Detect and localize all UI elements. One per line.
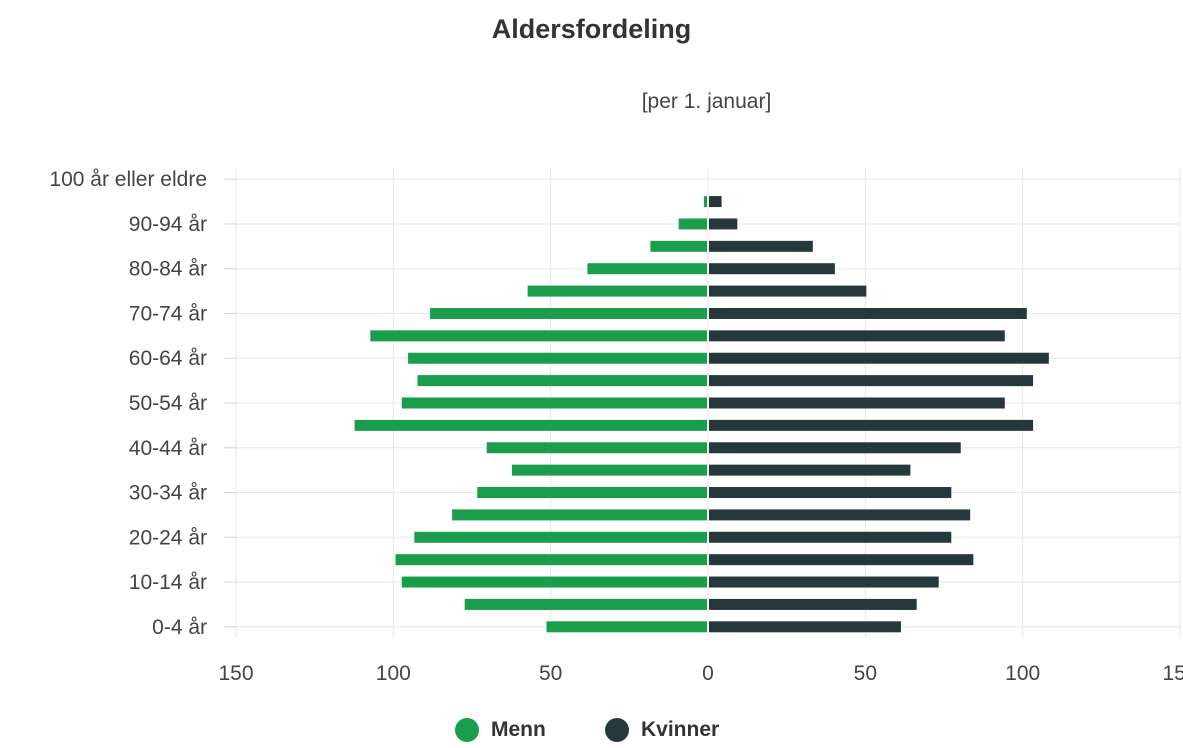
bar-kvinner xyxy=(709,598,917,610)
bar-kvinner xyxy=(709,621,901,633)
bar-menn xyxy=(546,621,707,633)
legend-label-menn: Menn xyxy=(491,718,546,741)
bar-kvinner xyxy=(709,509,971,521)
y-category-label: 60-64 år xyxy=(129,347,207,370)
bar-kvinner xyxy=(709,464,911,476)
bar-menn xyxy=(370,330,707,342)
legend-swatch-kvinner xyxy=(605,718,629,742)
chart-plot: 150 100 50 0 50 100 150 0-4 år 10-14 år 20-24 år 3… xyxy=(49,168,1183,685)
bar-kvinner xyxy=(709,487,952,499)
x-tick-label: 150 xyxy=(218,662,253,685)
legend: Menn Kvinner xyxy=(0,718,1183,748)
bar-menn xyxy=(414,531,707,543)
y-category-label: 20-24 år xyxy=(129,526,207,549)
bar-menn xyxy=(452,509,707,521)
bar-menn xyxy=(395,554,707,566)
bar-kvinner xyxy=(709,375,1034,387)
bar-menn xyxy=(486,442,707,454)
bar-kvinner xyxy=(709,263,835,275)
y-category-label: 80-84 år xyxy=(129,258,207,281)
bar-menn xyxy=(408,352,707,364)
y-category-label: 10-14 år xyxy=(129,571,207,594)
legend-item-menn[interactable]: Menn xyxy=(455,718,546,742)
bar-kvinner xyxy=(709,531,952,543)
bar-kvinner xyxy=(709,307,1027,319)
bar-kvinner xyxy=(709,352,1049,364)
bar-kvinner xyxy=(709,576,939,588)
x-tick-label: 50 xyxy=(854,662,877,685)
bar-kvinner xyxy=(709,218,738,230)
bar-menn xyxy=(511,464,707,476)
bar-menn xyxy=(527,285,707,297)
bar-kvinner xyxy=(709,330,1005,342)
y-category-label: 30-34 år xyxy=(129,482,207,505)
y-category-label: 70-74 år xyxy=(129,302,207,325)
bar-menn xyxy=(417,375,707,387)
x-tick-label: 100 xyxy=(376,662,411,685)
y-category-label: 90-94 år xyxy=(129,213,207,236)
x-tick-label: 50 xyxy=(539,662,562,685)
y-category-label: 0-4 år xyxy=(152,616,207,639)
y-category-label: 100 år eller eldre xyxy=(49,168,207,191)
y-category-label: 40-44 år xyxy=(129,437,207,460)
bar-menn xyxy=(354,419,707,431)
legend-swatch-menn xyxy=(455,718,479,742)
legend-item-kvinner[interactable]: Kvinner xyxy=(605,718,719,742)
bar-menn xyxy=(678,218,707,230)
bar-kvinner xyxy=(709,285,867,297)
x-tick-label: 150 xyxy=(1162,662,1183,685)
x-tick-label: 0 xyxy=(702,662,714,685)
bar-kvinner xyxy=(709,442,961,454)
bar-menn xyxy=(430,307,707,319)
bar-kvinner xyxy=(709,196,722,208)
chart-title: Aldersfordeling xyxy=(491,14,692,44)
chart-subtitle: [per 1. januar] xyxy=(641,90,772,113)
bar-kvinner xyxy=(709,397,1005,409)
legend-label-kvinner: Kvinner xyxy=(641,718,720,741)
bar-menn xyxy=(477,487,707,499)
bar-kvinner xyxy=(709,554,974,566)
bar-menn xyxy=(401,397,707,409)
y-category-label: 50-54 år xyxy=(129,392,207,415)
bar-menn xyxy=(703,196,707,208)
bar-menn xyxy=(587,263,707,275)
bar-kvinner xyxy=(709,419,1034,431)
bar-menn xyxy=(650,240,707,252)
bar-menn xyxy=(464,598,707,610)
x-tick-label: 100 xyxy=(1005,662,1040,685)
bar-menn xyxy=(401,576,707,588)
bar-kvinner xyxy=(709,240,813,252)
